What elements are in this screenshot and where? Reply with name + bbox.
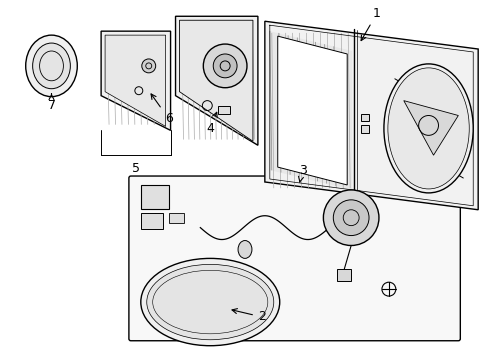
Circle shape: [213, 54, 237, 78]
Bar: [360, 113, 368, 121]
Polygon shape: [403, 100, 457, 155]
Polygon shape: [105, 35, 165, 126]
Polygon shape: [179, 20, 252, 141]
Bar: [218, 105, 230, 113]
Bar: [360, 125, 368, 133]
Polygon shape: [264, 21, 477, 210]
Ellipse shape: [141, 258, 279, 346]
Polygon shape: [269, 31, 351, 190]
Ellipse shape: [383, 64, 472, 193]
Ellipse shape: [26, 35, 77, 96]
Polygon shape: [101, 31, 170, 130]
Bar: [141, 213, 163, 229]
Text: 6: 6: [151, 94, 172, 125]
Polygon shape: [337, 269, 350, 281]
Text: 2: 2: [232, 309, 265, 323]
Polygon shape: [175, 16, 257, 145]
Circle shape: [142, 59, 155, 73]
Text: 5: 5: [132, 162, 140, 175]
FancyBboxPatch shape: [129, 176, 459, 341]
Text: 3: 3: [298, 163, 306, 182]
Bar: [168, 213, 184, 223]
Text: 7: 7: [47, 94, 55, 112]
Circle shape: [203, 44, 246, 88]
Ellipse shape: [387, 68, 468, 189]
Ellipse shape: [33, 43, 70, 89]
Text: 4: 4: [206, 112, 217, 135]
Polygon shape: [277, 36, 346, 185]
Text: 1: 1: [361, 7, 380, 41]
Ellipse shape: [238, 240, 251, 258]
Bar: [141, 185, 168, 209]
Circle shape: [333, 200, 368, 235]
Circle shape: [323, 190, 378, 246]
Ellipse shape: [146, 264, 273, 340]
